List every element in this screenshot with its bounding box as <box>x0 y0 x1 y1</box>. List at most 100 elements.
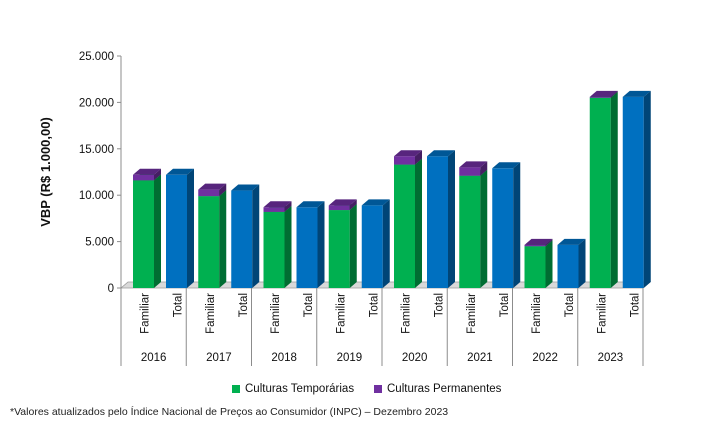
bar-familiar-permanentes-2020-side <box>415 150 422 165</box>
bar-familiar-permanentes-2021 <box>459 161 488 176</box>
x-subcategory-label-total: Total <box>368 293 380 317</box>
bar-familiar-temporarias-2022-front <box>524 246 546 288</box>
bar-familiar-permanentes-2019-side <box>349 199 357 211</box>
bar-familiar-permanentes-2018 <box>263 201 292 212</box>
bar-familiar-temporarias-2021 <box>459 169 488 288</box>
bar-familiar-temporarias-2020-front <box>394 164 415 288</box>
bar-total-2023-side <box>643 90 651 288</box>
x-group-label: 2018 <box>271 352 297 364</box>
legend-item-permanentes: Culturas Permanentes <box>374 383 501 395</box>
bar-familiar-permanentes-2017-side <box>219 183 227 197</box>
bar-total-2021 <box>492 162 521 288</box>
bar-familiar-permanentes-2020-front <box>394 156 415 165</box>
bar-familiar-temporarias-2023-side <box>610 91 618 288</box>
bar-familiar-temporarias-2017 <box>198 190 227 288</box>
bar-total-2022-side <box>578 238 586 288</box>
bar-total-2016-top <box>166 168 194 175</box>
bar-familiar-temporarias-2020 <box>394 158 422 288</box>
legend: Culturas Temporárias Culturas Permanente… <box>0 383 713 397</box>
bar-familiar-permanentes-2022-side <box>545 238 553 247</box>
bar-total-2020-side <box>448 150 455 288</box>
bar-familiar-temporarias-2019-side <box>349 204 357 288</box>
y-tick-label: 0 <box>108 283 114 295</box>
bar-total-2022-top <box>557 238 586 245</box>
bar-familiar-permanentes-2019-front <box>328 205 350 211</box>
bar-familiar-permanentes-2021-side <box>480 161 488 176</box>
y-tick-label: 5.000 <box>85 237 114 249</box>
bar-familiar-permanentes-2018-top <box>263 201 292 208</box>
bar-familiar-temporarias-2017-front <box>198 196 220 288</box>
x-subcategory-label-total: Total <box>238 293 250 317</box>
x-subcategory-label-total: Total <box>499 293 511 317</box>
bar-total-2022-front <box>557 244 579 288</box>
x-subcategory-label-total: Total <box>564 293 576 317</box>
bar-familiar-temporarias-2018-side <box>284 205 292 288</box>
x-subcategory-label-familiar: Familiar <box>140 293 152 334</box>
footnote: *Valores atualizados pelo Índice Naciona… <box>10 406 449 418</box>
bar-total-2023-top <box>622 90 651 97</box>
x-subcategory-label-familiar: Familiar <box>205 293 217 334</box>
bar-familiar-permanentes-2020 <box>394 150 422 165</box>
bar-familiar-permanentes-2023-top <box>589 90 618 97</box>
bar-total-2018-top <box>296 201 325 208</box>
bar-familiar-temporarias-2016-side <box>154 174 161 288</box>
x-group-label: 2023 <box>598 352 624 364</box>
bar-familiar-temporarias-2018 <box>263 205 292 288</box>
bar-familiar-temporarias-2020-side <box>415 158 422 288</box>
bar-familiar-permanentes-2016-side <box>154 168 161 181</box>
bar-familiar-temporarias-2018-front <box>263 211 285 288</box>
bar-familiar-permanentes-2021-front <box>459 167 481 176</box>
bar-total-2016-side <box>187 168 194 288</box>
bar-total-2016-front <box>166 174 187 288</box>
bar-familiar-temporarias-2019 <box>328 204 357 288</box>
legend-swatch-temporarias <box>232 385 240 393</box>
legend-label-temporarias: Culturas Temporárias <box>245 383 355 395</box>
bar-total-2017-top <box>231 184 260 191</box>
bar-familiar-temporarias-2016-front <box>133 180 154 288</box>
bar-familiar-permanentes-2022-top <box>524 238 553 245</box>
x-group-label: 2020 <box>402 352 428 364</box>
bar-familiar-permanentes-2022 <box>524 238 553 247</box>
bar-total-2020 <box>427 150 455 288</box>
bar-familiar-temporarias-2016 <box>133 174 161 288</box>
x-subcategory-label-total: Total <box>173 293 185 317</box>
bar-total-2018-side <box>317 201 325 288</box>
bar-familiar-temporarias-2023-front <box>589 97 611 288</box>
x-subcategory-label-familiar: Familiar <box>270 293 282 334</box>
bar-total-2021-front <box>492 168 514 288</box>
bar-familiar-permanentes-2023-side <box>610 90 618 98</box>
x-group-label: 2022 <box>532 352 558 364</box>
bar-familiar-temporarias-2022 <box>524 240 553 288</box>
x-subcategory-label-total: Total <box>629 293 641 317</box>
x-group-label: 2021 <box>467 352 493 364</box>
bar-total-2019-front <box>361 205 383 288</box>
bar-familiar-temporarias-2022-side <box>545 240 553 288</box>
bar-total-2018-front <box>296 207 318 288</box>
legend-item-temporarias: Culturas Temporárias <box>232 383 354 395</box>
bar-total-2017-side <box>252 184 260 288</box>
bar-familiar-permanentes-2019 <box>328 199 357 211</box>
bar-total-2016 <box>166 168 194 288</box>
x-subcategory-label-familiar: Familiar <box>596 293 608 334</box>
bar-familiar-permanentes-2017-front <box>198 189 220 197</box>
bar-familiar-permanentes-2017 <box>198 183 227 197</box>
x-subcategory-label-familiar: Familiar <box>335 293 347 334</box>
bar-total-2021-side <box>513 162 521 288</box>
bar-familiar-temporarias-2021-front <box>459 175 481 288</box>
x-subcategory-label-familiar: Familiar <box>531 293 543 334</box>
bar-total-2020-top <box>427 150 455 157</box>
bar-familiar-permanentes-2022-front <box>524 244 546 247</box>
bar-familiar-permanentes-2017-top <box>198 183 227 190</box>
bar-familiar-permanentes-2020-top <box>394 150 422 157</box>
y-tick-label: 25.000 <box>79 51 114 63</box>
bar-total-2023 <box>622 90 651 288</box>
x-subcategory-label-familiar: Familiar <box>401 293 413 334</box>
bar-total-2017 <box>231 184 260 288</box>
y-axis-label: VBP (R$ 1.000,00) <box>38 117 53 227</box>
bar-familiar-temporarias-2021-side <box>480 169 488 288</box>
bar-total-2022 <box>557 238 586 288</box>
bar-familiar-permanentes-2018-side <box>284 201 292 212</box>
y-tick-label: 10.000 <box>79 190 114 202</box>
legend-label-permanentes: Culturas Permanentes <box>387 383 502 395</box>
